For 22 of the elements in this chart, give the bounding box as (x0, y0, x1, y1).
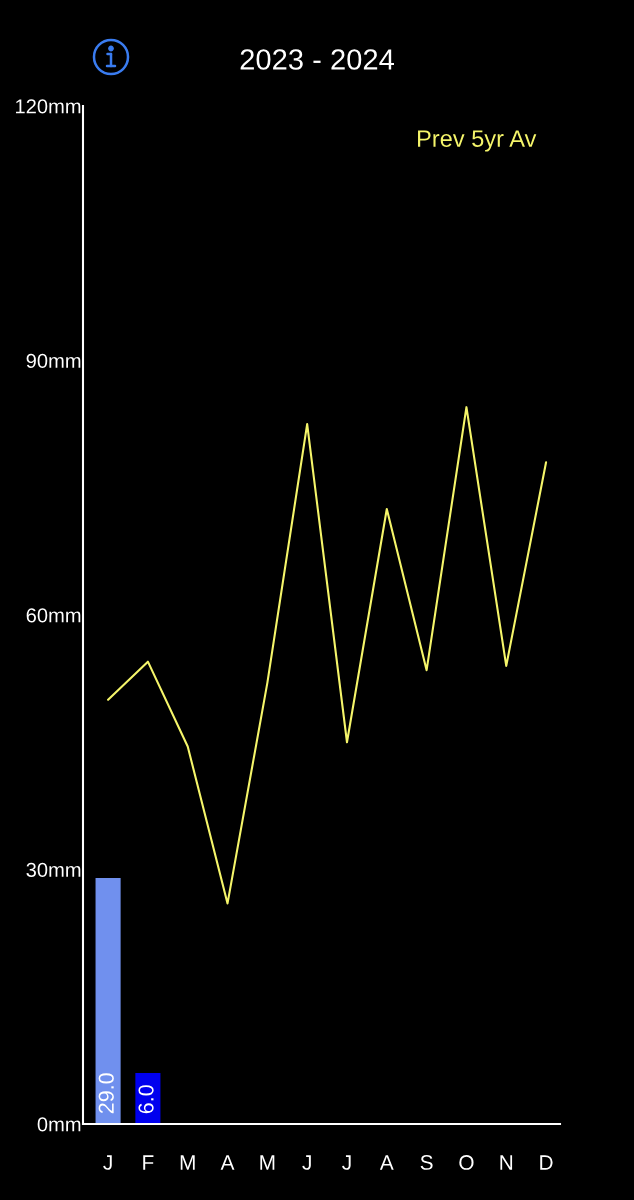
line-series (107, 406, 548, 905)
data-label: 6.0 (138, 1085, 154, 1114)
x-tick-label: D (540, 1155, 553, 1170)
x-tick-label: A (220, 1155, 235, 1170)
x-tick-label: J (103, 1155, 112, 1170)
x-tick-label: F (143, 1155, 154, 1170)
x-tick-label: O (459, 1155, 474, 1170)
x-tick-label: M (260, 1155, 275, 1170)
x-tick-label: A (379, 1155, 394, 1170)
y-tick-label: 120mm (16, 99, 81, 114)
chart-title: 2023 - 2024 (240, 49, 394, 70)
text: Prev 5yr Av (418, 130, 537, 152)
x-tick-label: S (420, 1155, 433, 1170)
x-tick-label: M (180, 1155, 195, 1170)
data-label: 29.0 (98, 1073, 114, 1114)
x-tick-label: J (342, 1155, 351, 1170)
y-tick-label: 60mm (26, 608, 81, 623)
y-tick-label: 90mm (26, 353, 81, 368)
y-tick-label: 0mm (37, 1117, 81, 1132)
x-tick-label: J (302, 1155, 311, 1170)
x-tick-label: N (500, 1155, 513, 1170)
y-tick-label: 30mm (26, 862, 81, 877)
